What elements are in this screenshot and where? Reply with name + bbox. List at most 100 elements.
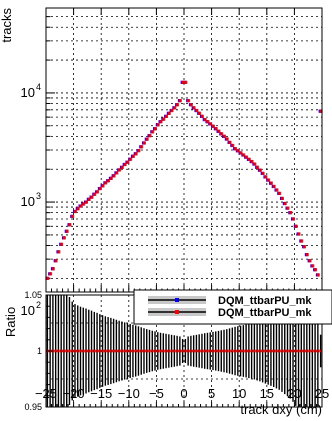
data-point-red bbox=[170, 108, 174, 113]
data-point-red bbox=[62, 236, 66, 240]
data-point-red bbox=[137, 149, 141, 153]
ratio-point bbox=[211, 349, 215, 353]
data-point-red bbox=[93, 192, 97, 196]
data-point-red bbox=[73, 209, 77, 214]
ratio-point bbox=[150, 349, 154, 353]
legend-marker bbox=[175, 298, 179, 302]
ratio-point bbox=[109, 349, 113, 353]
data-point-red bbox=[211, 124, 215, 128]
ratio-axis-label: Ratio bbox=[3, 307, 18, 337]
ratio-point bbox=[294, 349, 298, 353]
data-point-red bbox=[134, 152, 138, 156]
ratio-point bbox=[126, 349, 129, 353]
data-point-red bbox=[181, 80, 185, 84]
ratio-point bbox=[62, 349, 66, 353]
ratio-point bbox=[272, 349, 275, 353]
ratio-point bbox=[228, 349, 231, 353]
data-point-red bbox=[236, 149, 240, 153]
ratio-point bbox=[101, 349, 104, 353]
ratio-point bbox=[258, 349, 262, 353]
data-point-red bbox=[305, 253, 309, 257]
data-point-red bbox=[258, 168, 262, 172]
ratio-point bbox=[195, 349, 198, 353]
x-tick-label: −5 bbox=[149, 386, 164, 401]
data-point-red bbox=[189, 103, 193, 107]
x-tick-label: 15 bbox=[260, 386, 274, 401]
y-axis-label: tracks bbox=[0, 8, 14, 43]
ratio-point bbox=[316, 349, 320, 353]
ratio-point bbox=[73, 349, 77, 353]
ratio-point bbox=[98, 349, 102, 353]
x-tick-label: 25 bbox=[315, 386, 329, 401]
data-point-red bbox=[120, 165, 124, 169]
x-tick-label: −20 bbox=[63, 386, 85, 401]
data-point-red bbox=[79, 204, 83, 208]
data-point-red bbox=[244, 155, 249, 159]
ratio-point bbox=[297, 349, 300, 353]
y-tick-label-exponent: 4 bbox=[36, 82, 41, 92]
ratio-point bbox=[319, 349, 322, 353]
data-point-red bbox=[222, 134, 227, 138]
data-point-red bbox=[289, 211, 293, 215]
data-point-red bbox=[173, 106, 177, 110]
ratio-point bbox=[137, 349, 140, 353]
data-point-red bbox=[98, 186, 102, 191]
ratio-point bbox=[57, 349, 60, 353]
data-point-red bbox=[59, 242, 64, 246]
ratio-point bbox=[313, 349, 317, 353]
ratio-point bbox=[54, 349, 57, 353]
ratio-point bbox=[145, 349, 149, 353]
data-point-red bbox=[46, 276, 50, 280]
data-point-red bbox=[228, 140, 232, 145]
data-point-red bbox=[242, 153, 246, 157]
data-point-red bbox=[311, 264, 315, 268]
data-point-red bbox=[128, 157, 133, 161]
ratio-point bbox=[76, 349, 80, 353]
ratio-point bbox=[115, 349, 118, 353]
data-point-red bbox=[186, 99, 191, 103]
data-point-red bbox=[291, 217, 296, 221]
ratio-point bbox=[117, 349, 121, 353]
ratio-point bbox=[206, 349, 209, 353]
ratio-point bbox=[170, 349, 173, 353]
data-point-red bbox=[123, 162, 127, 167]
data-point-red bbox=[126, 160, 130, 164]
legend-box bbox=[133, 289, 332, 325]
data-point-red bbox=[48, 272, 53, 276]
data-point-red bbox=[104, 181, 108, 185]
ratio-point bbox=[59, 349, 63, 353]
data-point-red bbox=[206, 120, 210, 124]
ratio-point bbox=[283, 349, 287, 353]
ratio-point bbox=[134, 349, 137, 353]
data-point-red bbox=[184, 80, 188, 84]
data-point-red bbox=[162, 117, 166, 121]
ratio-point bbox=[175, 349, 179, 353]
data-point-red bbox=[253, 162, 257, 166]
ratio-ticks bbox=[45, 294, 323, 408]
legend-label: DQM_ttbarPU_mk bbox=[218, 307, 312, 319]
ratio-point bbox=[153, 349, 157, 353]
ratio-point bbox=[90, 349, 93, 353]
x-tick-label: −10 bbox=[118, 386, 140, 401]
ratio-point bbox=[164, 349, 168, 353]
data-point-red bbox=[264, 175, 268, 179]
data-point-red bbox=[140, 145, 144, 149]
x-axis-label: track dxy (cm) bbox=[240, 402, 322, 417]
ratio-point bbox=[142, 349, 146, 353]
ratio-point bbox=[275, 349, 278, 353]
ratio-point bbox=[81, 349, 85, 353]
data-point-red bbox=[286, 206, 290, 210]
data-point-red bbox=[109, 176, 113, 180]
data-point-red bbox=[57, 250, 61, 254]
data-point-red bbox=[153, 127, 158, 131]
ratio-point bbox=[123, 349, 126, 353]
ratio-point bbox=[253, 349, 256, 353]
ratio-point bbox=[200, 349, 204, 353]
data-point-red bbox=[261, 171, 265, 176]
data-point-red bbox=[71, 214, 75, 218]
ratio-plot-panel: 0.95 1 1.05 −25 −20 −15 −10 −5 0 5 10 15 20 25 Ratio… bbox=[3, 289, 332, 417]
ratio-y-tick-label: 1.05 bbox=[24, 290, 42, 300]
